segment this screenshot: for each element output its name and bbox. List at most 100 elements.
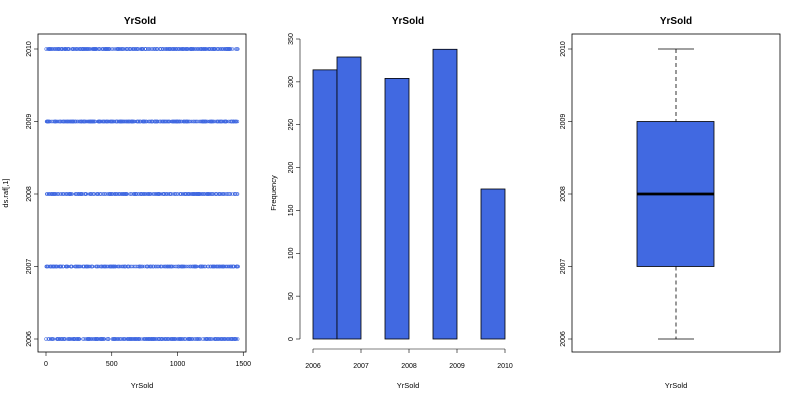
scatter-point	[121, 264, 126, 269]
histogram-axes: 2006 2007 2008 2009 2010 0 50 100 150 200 250 300 35…	[288, 33, 513, 370]
scatter-ytick-label: 2010	[26, 41, 33, 57]
scatter-point	[224, 119, 229, 124]
scatter-point	[107, 47, 112, 51]
scatter-point	[136, 264, 140, 269]
scatter-xtick-label: 0	[44, 361, 48, 368]
scatter-xtick-label: 500	[106, 361, 118, 368]
scatter-point	[228, 47, 233, 51]
boxplot-ytick-label: 2007	[560, 259, 567, 275]
histogram-bars	[312, 48, 506, 340]
scatter-point	[167, 264, 172, 269]
scatter-point	[234, 337, 239, 341]
histogram-ytick-label: 350	[288, 33, 295, 45]
scatter-point	[174, 264, 179, 269]
scatter-point	[161, 264, 166, 269]
boxplot-ytick-label: 2006	[560, 331, 567, 347]
scatter-xtick-label: 1500	[235, 361, 251, 368]
scatter-point	[169, 192, 173, 196]
scatter-point	[102, 192, 106, 196]
scatter-point	[220, 337, 225, 341]
scatter-point	[218, 47, 223, 51]
scatter-point	[52, 264, 57, 269]
scatter-point	[111, 47, 115, 51]
scatter-point	[114, 337, 118, 341]
histogram-bar	[312, 69, 338, 340]
scatter-point	[135, 192, 139, 196]
boxplot-xlabel: YrSold	[665, 381, 688, 390]
histogram-xtick-label: 2009	[449, 363, 465, 370]
scatter-point	[159, 47, 163, 51]
scatter-point	[137, 337, 142, 341]
scatter-point	[227, 192, 231, 196]
histogram-ytick-label: 300	[288, 76, 295, 88]
boxplot-ytick-label: 2009	[560, 114, 567, 130]
scatter-point	[148, 119, 153, 124]
scatter-point	[201, 264, 206, 269]
scatter-point	[59, 192, 64, 196]
scatter-point	[122, 47, 127, 51]
scatter-point	[130, 192, 134, 196]
histogram-xtick-label: 2010	[497, 363, 513, 370]
scatter-point	[76, 47, 81, 51]
histogram-ytick-label: 100	[288, 247, 295, 259]
scatter-point	[146, 47, 150, 51]
scatter-point	[225, 192, 230, 196]
scatter-point	[222, 192, 226, 196]
scatter-point	[60, 337, 65, 341]
scatter-point	[45, 47, 50, 51]
scatter-point	[54, 192, 58, 196]
scatter-point	[89, 337, 94, 341]
scatter-point	[147, 264, 152, 269]
scatter-point	[96, 192, 101, 196]
scatter-point	[230, 47, 235, 51]
scatter-point	[235, 337, 240, 341]
histogram-ytick-label: 200	[288, 162, 295, 174]
scatter-point	[136, 119, 141, 124]
scatter-point	[153, 47, 157, 51]
scatter-point	[157, 337, 162, 341]
scatter-point	[172, 47, 177, 51]
scatter-xlabel: YrSold	[131, 381, 154, 390]
scatter-point	[149, 264, 154, 269]
scatter-ytick-label: 2008	[26, 186, 33, 202]
scatter-point	[77, 264, 82, 269]
scatter-point	[54, 119, 59, 124]
scatter-point	[151, 264, 156, 269]
scatter-ytick-label: 2009	[26, 114, 33, 130]
scatter-point	[184, 264, 189, 269]
histogram-bar	[480, 188, 506, 340]
scatter-point	[186, 264, 191, 269]
scatter-point	[137, 192, 141, 196]
scatter-point	[112, 119, 117, 124]
scatter-point	[234, 119, 238, 124]
scatter-point	[58, 337, 62, 341]
scatter-point	[76, 119, 80, 124]
histogram-bar	[384, 78, 410, 340]
histogram-xtick-label: 2006	[305, 363, 321, 370]
scatter-point	[161, 47, 165, 51]
histogram-xtick-label: 2008	[401, 363, 417, 370]
histogram-bar	[336, 56, 362, 340]
boxplot-title: YrSold	[660, 16, 692, 27]
scatter-point	[144, 47, 148, 51]
scatter-point	[70, 192, 74, 196]
scatter-point	[235, 192, 240, 196]
histogram-panel: YrSold 2006 2007 2008 2009 20100501001502002…	[269, 16, 513, 390]
scatter-point	[110, 192, 115, 196]
scatter-point	[211, 119, 216, 124]
scatter-point	[138, 264, 143, 269]
scatter-point	[174, 192, 178, 196]
boxplot-ytick-label: 2010	[560, 41, 567, 57]
boxplot-shape	[636, 48, 715, 340]
scatter-point	[56, 119, 60, 124]
scatter-point	[51, 47, 55, 51]
scatter-point	[209, 337, 213, 341]
histogram-ytick-label: 0	[288, 337, 295, 341]
scatter-point	[136, 47, 140, 51]
scatter-point	[47, 119, 52, 124]
scatter-plot-box	[37, 33, 247, 353]
scatter-point	[150, 47, 155, 51]
scatter-point	[179, 192, 183, 196]
